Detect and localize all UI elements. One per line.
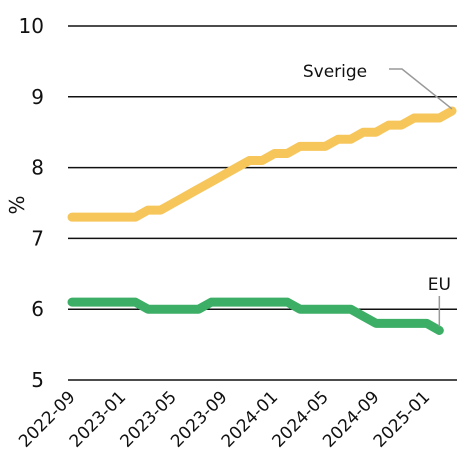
series-label: EU	[428, 275, 451, 295]
series-line	[67, 106, 457, 222]
y-tick-label: 7	[31, 226, 44, 250]
y-tick-label: 8	[31, 156, 44, 180]
series-label: Sverige	[303, 62, 367, 82]
x-tick-label: 2025-01	[370, 387, 434, 451]
y-tick-label: 10	[19, 14, 44, 38]
annotation-leader	[389, 68, 453, 110]
y-tick-label: 5	[31, 368, 44, 392]
y-tick-label: 6	[31, 297, 44, 321]
y-tick-label: 9	[31, 85, 44, 109]
series-line	[67, 297, 444, 335]
y-axis-label: %	[5, 195, 29, 214]
